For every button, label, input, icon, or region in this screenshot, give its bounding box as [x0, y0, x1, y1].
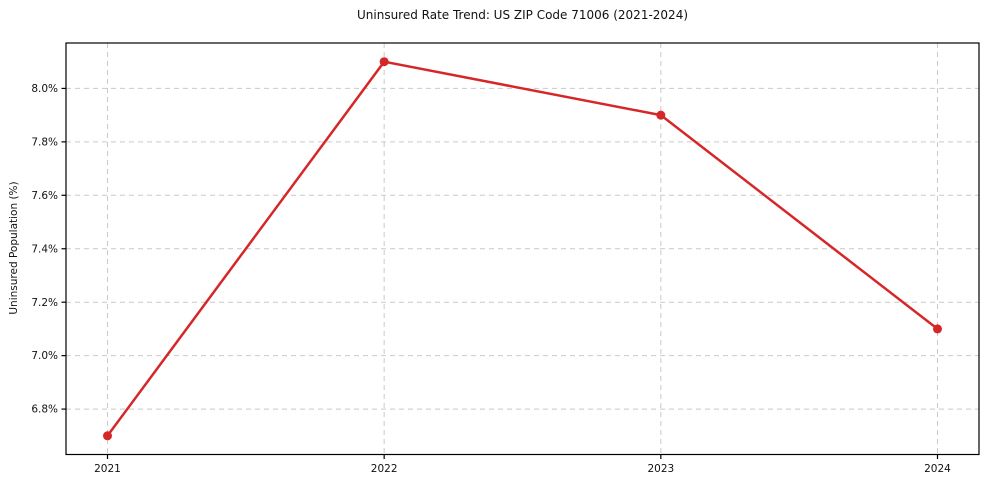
trend-line [106, 60, 939, 438]
y-tick-label: 7.4% [31, 243, 58, 255]
data-point-2021 [103, 431, 112, 441]
y-tick-label: 7.2% [31, 297, 58, 309]
x-tick-label: 2024 [924, 463, 951, 475]
y-tick-label: 7.0% [31, 350, 58, 362]
x-tick-label: 2023 [647, 463, 674, 475]
x-tick-label: 2021 [94, 463, 121, 475]
data-point-2024 [933, 324, 942, 334]
chart-title: Uninsured Rate Trend: US ZIP Code 71006 … [356, 8, 689, 22]
y-tick-label: 6.8% [31, 404, 58, 416]
y-tick-label: 8.0% [31, 83, 58, 95]
data-point-2022 [379, 57, 389, 67]
plot-border [65, 42, 980, 456]
data-point-2023 [656, 110, 666, 120]
y-tick-label: 7.8% [31, 136, 58, 148]
y-tick-label: 7.6% [31, 190, 58, 202]
x-tick-label: 2022 [371, 463, 398, 475]
